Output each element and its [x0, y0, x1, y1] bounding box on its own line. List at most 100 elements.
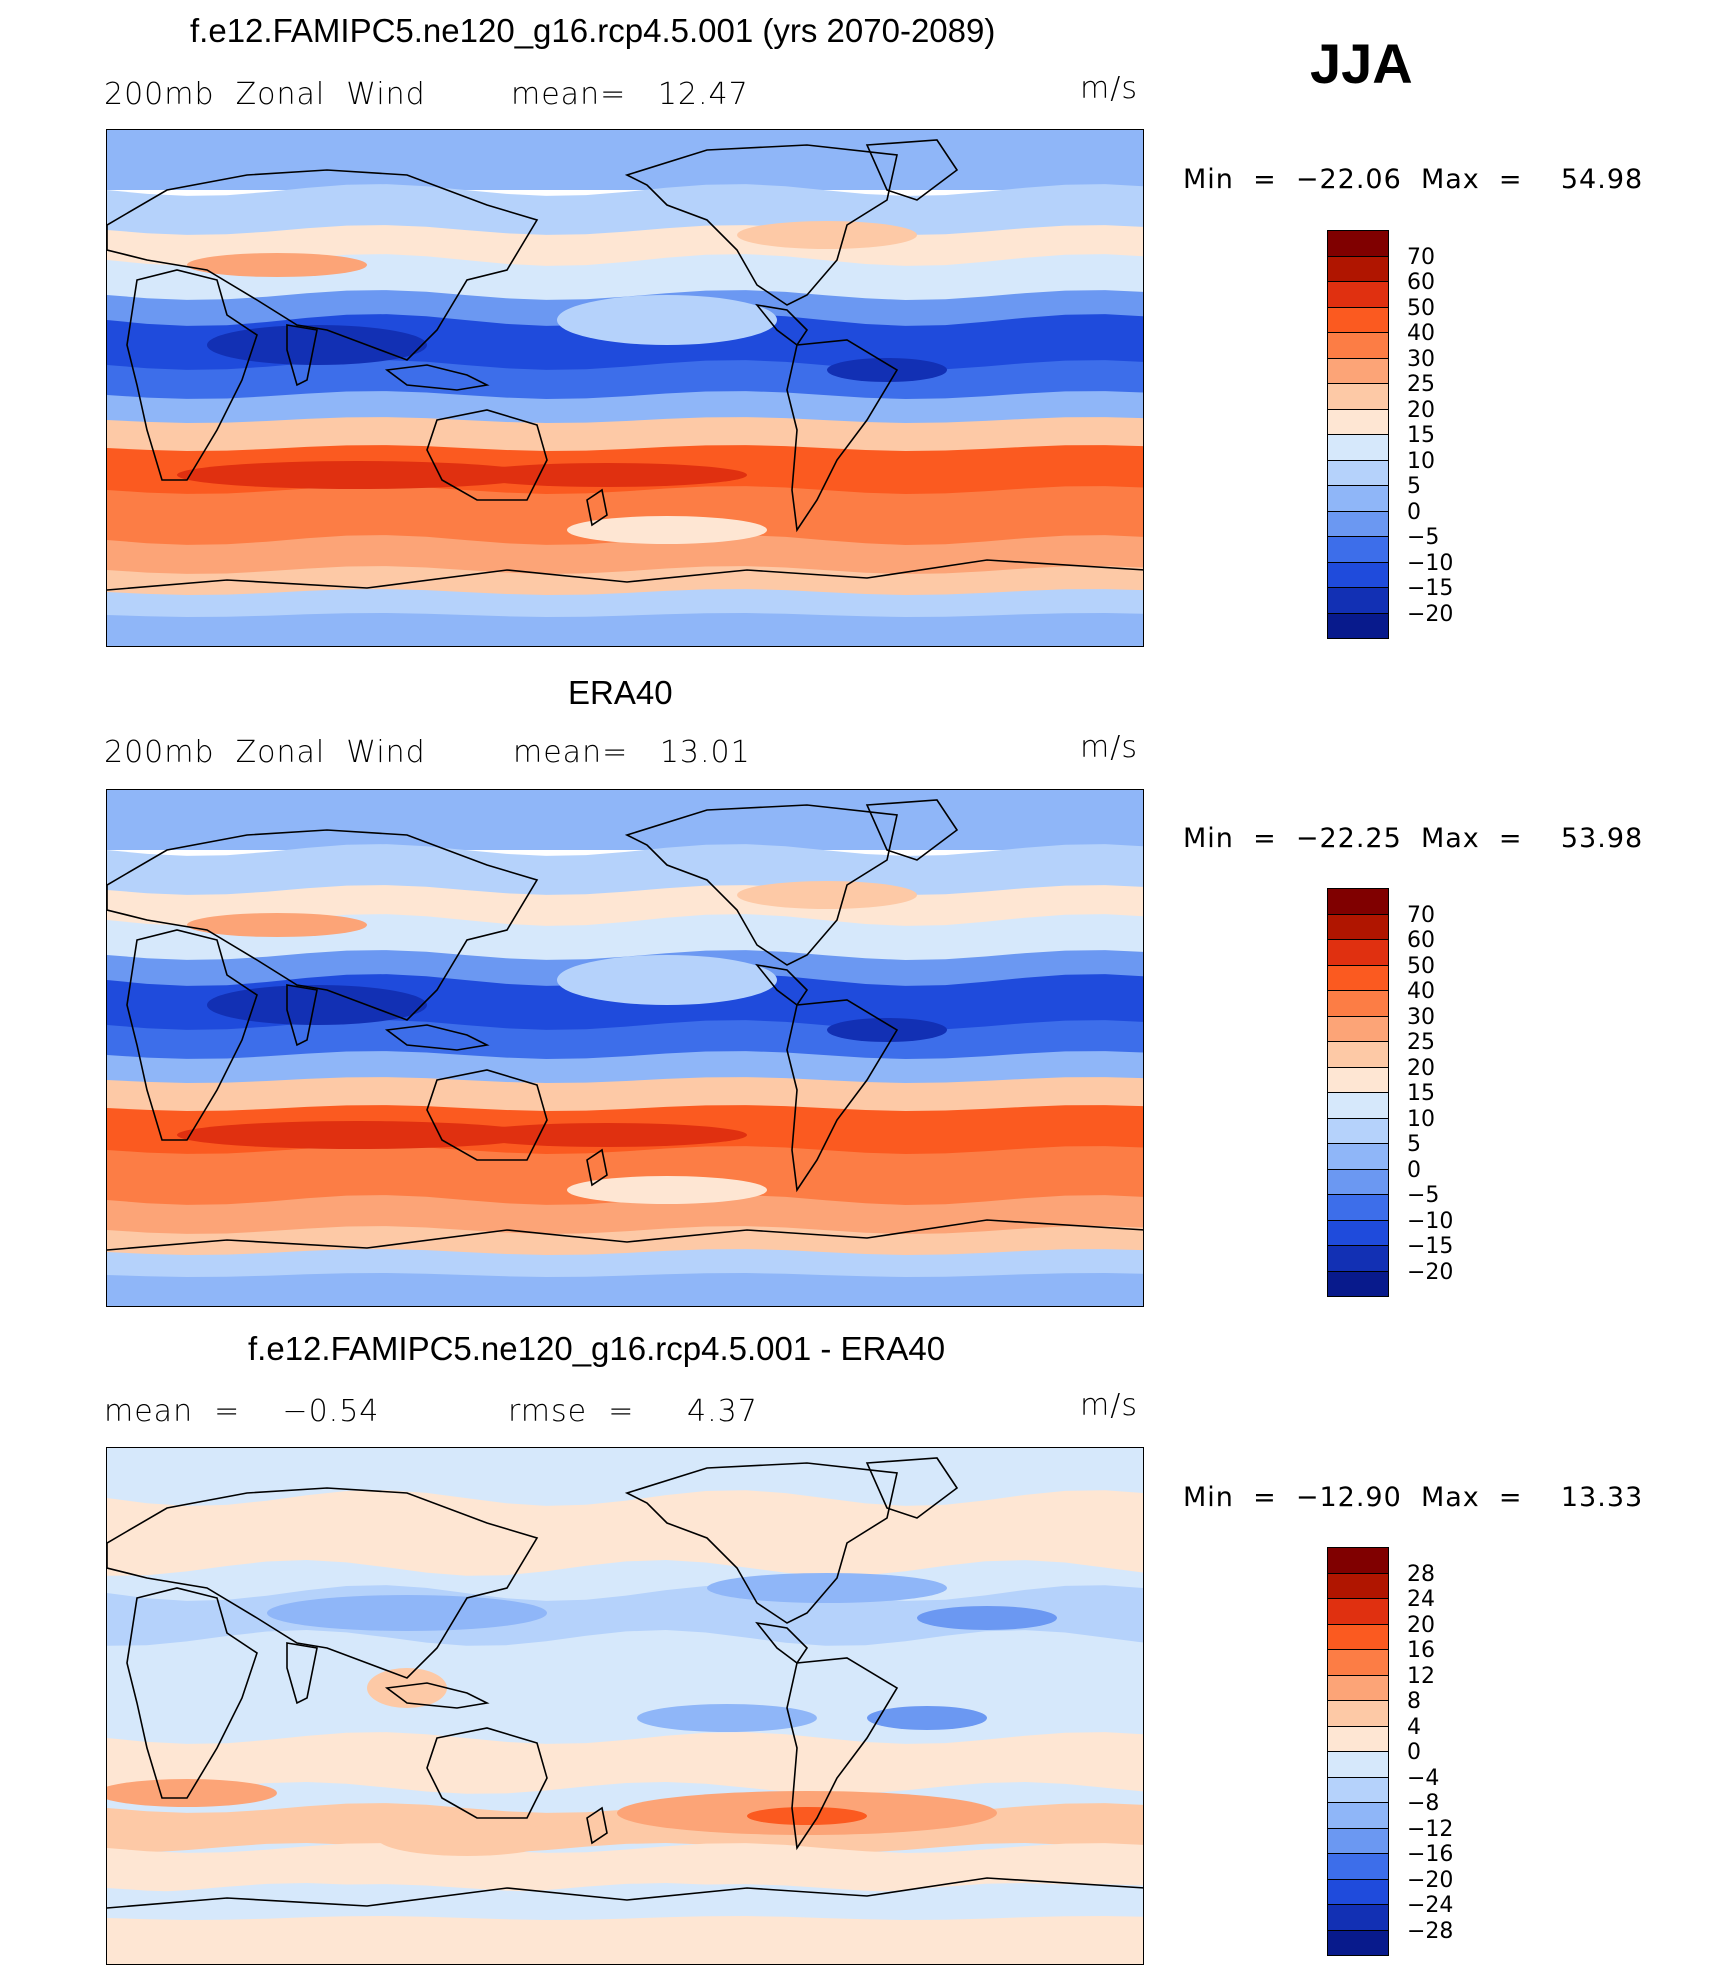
wind-contour	[637, 1704, 817, 1732]
colorbar-swatch	[1327, 1904, 1389, 1931]
coastline	[865, 139, 959, 201]
colorbar-swatch	[1327, 510, 1389, 537]
colorbar-tick-label: 8	[1407, 1689, 1421, 1714]
coastline	[586, 1806, 608, 1845]
colorbar-obs: 70 60 50 40 30 25 20 15 10 5 0 −5 −10 −15 −20	[1327, 888, 1453, 1297]
colorbar-swatch	[1327, 1194, 1389, 1221]
colorbar-swatch	[1327, 1802, 1389, 1829]
colorbar-tick-label: 20	[1407, 1612, 1435, 1638]
wind-contour	[747, 1807, 867, 1825]
coastline	[107, 169, 539, 361]
coastline	[755, 1621, 809, 1665]
coastline	[286, 984, 318, 1047]
colorbar-swatch	[1327, 561, 1389, 588]
colorbar-tick-label: −5	[1407, 1183, 1440, 1208]
colorbar-tick-label: −8	[1407, 1791, 1440, 1816]
colorbar-tick-label: 70	[1407, 244, 1435, 270]
colorbar-tick-label: 5	[1407, 474, 1421, 499]
coastline	[107, 829, 539, 1021]
colorbar-tick-label: 0	[1407, 1157, 1421, 1183]
colorbar-swatch	[1327, 306, 1389, 333]
colorbar-tick-label: 50	[1407, 953, 1435, 979]
colorbar-tick-label: 40	[1407, 321, 1435, 346]
coastline	[286, 1642, 318, 1705]
wind-band	[107, 1490, 1143, 1576]
colorbar-swatch	[1327, 357, 1389, 384]
coastline	[384, 1024, 490, 1051]
wind-contour	[557, 955, 777, 1005]
coastline	[126, 1587, 258, 1799]
panel-units-model: m/s	[1080, 71, 1138, 106]
colorbar-tick-label: 20	[1407, 397, 1435, 423]
colorbar-swatch	[1327, 1270, 1389, 1297]
panel-title-obs: ERA40	[568, 674, 673, 711]
coastline	[755, 963, 809, 1007]
wind-contour	[567, 1176, 767, 1204]
panel-units-diff: m/s	[1080, 1388, 1138, 1423]
panel-title-model: f.e12.FAMIPC5.ne120_g16.rcp4.5.001 (yrs …	[190, 12, 996, 49]
map-difference-zonal-wind	[106, 1447, 1144, 1965]
colorbar-swatch	[1327, 913, 1389, 940]
wind-contour	[827, 1018, 947, 1042]
wind-contour	[267, 1595, 547, 1631]
colorbar-tick-label: −24	[1407, 1893, 1454, 1918]
colorbar-swatch	[1327, 230, 1389, 257]
coastline	[755, 303, 809, 347]
coastline	[126, 269, 258, 481]
colorbar-tick-label: −15	[1407, 1234, 1454, 1259]
panel-mean-obs: mean= 13.01	[513, 735, 751, 770]
map-obs-zonal-wind	[106, 789, 1144, 1307]
colorbar-swatch	[1327, 1117, 1389, 1144]
wind-band	[107, 1732, 1143, 1794]
colorbar-tick-label: 16	[1407, 1638, 1435, 1663]
colorbar-tick-label: 4	[1407, 1714, 1421, 1740]
wind-contour	[367, 1668, 447, 1708]
coastline	[624, 1462, 898, 1624]
colorbar-swatch	[1327, 587, 1389, 614]
colorbar-tick-label: −15	[1407, 576, 1454, 601]
colorbar-swatch	[1327, 1547, 1389, 1574]
wind-band	[107, 130, 1143, 190]
wind-contour	[207, 985, 427, 1025]
colorbar-swatch	[1327, 1572, 1389, 1599]
coastline	[426, 409, 548, 501]
coastline	[286, 324, 318, 387]
colorbar-tick-label: 30	[1407, 346, 1435, 372]
wind-contour	[467, 463, 747, 487]
panel-variable-obs: 200mb Zonal Wind	[104, 735, 426, 770]
panel-rmse-diff: rmse = 4.37	[508, 1394, 758, 1429]
coastline	[586, 1148, 608, 1187]
colorbar-swatch	[1327, 332, 1389, 359]
coastline	[586, 488, 608, 527]
coastline	[107, 1219, 1143, 1251]
wind-band	[107, 1273, 1143, 1306]
colorbar-tick-label: −20	[1407, 1867, 1454, 1893]
colorbar-tick-label: 60	[1407, 270, 1435, 295]
colorbar-swatch	[1327, 1725, 1389, 1752]
colorbar-tick-label: 5	[1407, 1132, 1421, 1157]
wind-contour	[867, 1706, 987, 1730]
coastline	[426, 1069, 548, 1161]
colorbar-tick-label: 12	[1407, 1663, 1435, 1689]
colorbar-tick-label: 15	[1407, 1081, 1435, 1106]
colorbar-swatch	[1327, 383, 1389, 410]
wind-contour	[917, 1606, 1057, 1630]
coastline	[384, 1682, 490, 1709]
colorbar-swatch	[1327, 1674, 1389, 1701]
wind-contour	[207, 325, 427, 365]
wind-contour	[707, 1573, 947, 1603]
colorbar-swatch	[1327, 1066, 1389, 1093]
colorbar-swatch	[1327, 1929, 1389, 1956]
colorbar-swatch	[1327, 459, 1389, 486]
colorbar-swatch	[1327, 255, 1389, 282]
colorbar-swatch	[1327, 1245, 1389, 1272]
colorbar-swatch	[1327, 1143, 1389, 1170]
panel-mean-model: mean= 12.47	[511, 77, 749, 112]
colorbar-model: 70 60 50 40 30 25 20 15 10 5 0 −5 −10 −15 −20	[1327, 230, 1453, 639]
colorbar-swatch	[1327, 1015, 1389, 1042]
colorbar-swatch	[1327, 1598, 1389, 1625]
colorbar-swatch	[1327, 1751, 1389, 1778]
coastline	[786, 1657, 899, 1851]
colorbar-tick-label: 20	[1407, 1055, 1435, 1081]
colorbar-tick-label: 0	[1407, 1740, 1421, 1765]
